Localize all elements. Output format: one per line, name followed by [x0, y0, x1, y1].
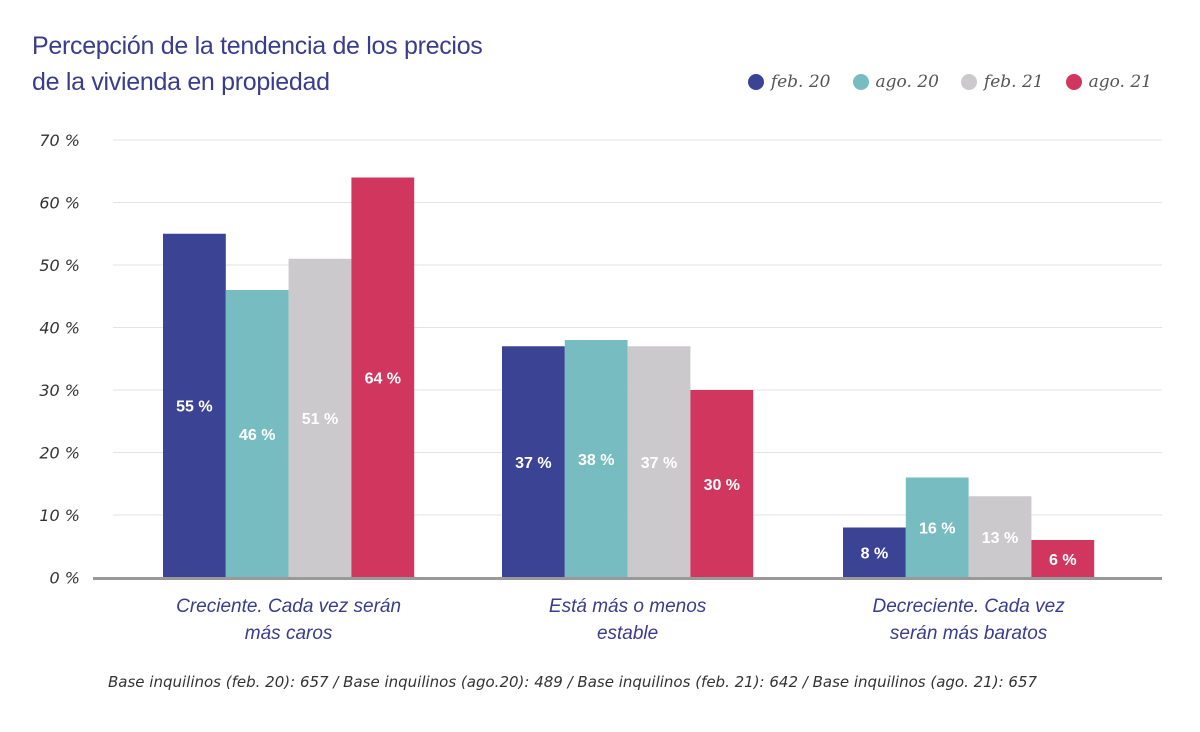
y-tick-label: 40 %: [39, 319, 80, 338]
data-label: 37 %: [641, 455, 677, 472]
legend-label: ago. 20: [875, 72, 939, 92]
y-tick-label: 50 %: [39, 256, 80, 275]
legend-label: feb. 20: [770, 72, 831, 92]
bar: [288, 258, 352, 578]
x-tick-label: más caros: [245, 623, 333, 644]
bar: [1031, 540, 1095, 578]
data-label: 37 %: [515, 455, 551, 472]
y-tick-label: 10 %: [39, 506, 80, 525]
legend-item: feb. 21: [960, 72, 1044, 92]
data-label: 13 %: [982, 530, 1018, 547]
bar: [564, 340, 628, 578]
y-tick-label: 0 %: [50, 569, 80, 588]
bar: [690, 390, 754, 578]
bar: [905, 477, 969, 578]
legend-item: ago. 20: [852, 72, 939, 92]
bar: [502, 346, 565, 578]
legend-swatch: [960, 74, 977, 90]
y-tick-label: 30 %: [39, 381, 80, 400]
legend-label: feb. 21: [983, 72, 1044, 92]
legend-item: feb. 20: [747, 72, 831, 92]
x-tick-label: serán más baratos: [890, 623, 1048, 644]
legend-label: ago. 21: [1088, 72, 1152, 92]
chart-title: Percepción de la tendencia de los precio…: [32, 28, 483, 100]
legend-item: ago. 21: [1065, 72, 1152, 92]
bar: [968, 496, 1032, 578]
data-label: 6 %: [1049, 552, 1077, 569]
data-label: 38 %: [578, 452, 614, 469]
y-tick-label: 60 %: [39, 194, 80, 213]
footnote: Base inquilinos (feb. 20): 657 / Base in…: [108, 673, 1038, 691]
x-tick-label: estable: [597, 623, 658, 644]
x-tick-label: Decreciente. Cada vez: [872, 596, 1065, 617]
title-line: Percepción de la tendencia de los precio…: [32, 32, 483, 60]
data-label: 30 %: [704, 477, 740, 494]
legend-swatch: [852, 74, 869, 90]
bar: [627, 346, 691, 578]
legend: feb. 20 ago. 20 feb. 21 ago. 21: [747, 72, 1152, 92]
data-label: 51 %: [302, 411, 338, 428]
bar: [843, 527, 906, 578]
data-label: 64 %: [365, 371, 401, 388]
bar: [163, 233, 226, 578]
data-label: 55 %: [176, 399, 212, 416]
legend-swatch: [747, 74, 764, 90]
data-label: 8 %: [861, 546, 889, 563]
y-tick-label: 20 %: [39, 444, 80, 463]
data-label: 16 %: [919, 521, 955, 538]
x-tick-label: Está más o menos: [549, 596, 707, 617]
x-tick-label: Creciente. Cada vez serán: [176, 596, 401, 617]
data-label: 46 %: [239, 427, 275, 444]
legend-swatch: [1065, 74, 1082, 90]
bar: [351, 177, 415, 578]
bar: [225, 290, 289, 578]
title-line: de la vivienda en propiedad: [32, 68, 330, 96]
y-tick-label: 70 %: [39, 131, 80, 150]
